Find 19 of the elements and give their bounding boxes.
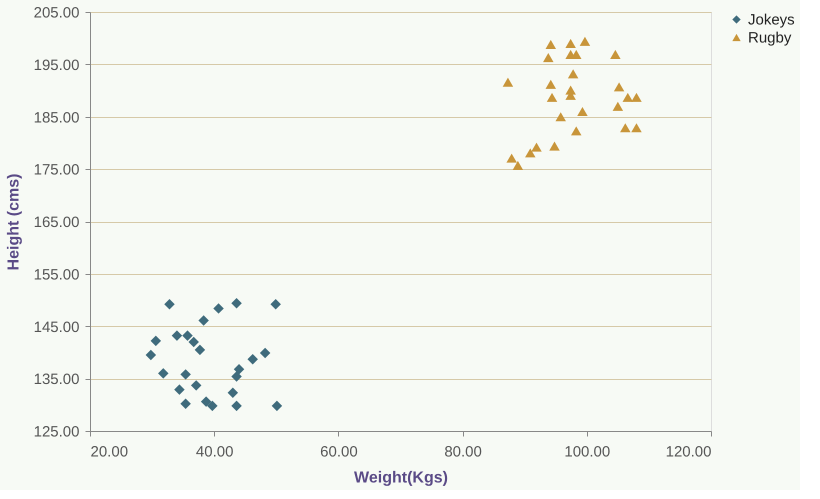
x-tick-label: 80.00 xyxy=(444,444,482,460)
y-axis-title: Height (cms) xyxy=(6,174,23,270)
y-tick-label: 205.00 xyxy=(34,4,80,22)
x-tick-label: 100.00 xyxy=(564,444,610,460)
legend-label: Rugby xyxy=(748,30,792,46)
x-tick-label: 60.00 xyxy=(320,444,358,460)
y-tick-label: 145.00 xyxy=(34,318,80,336)
legend-label: Jokeys xyxy=(748,12,795,28)
y-tick-label: 195.00 xyxy=(34,56,80,74)
y-tick-label: 175.00 xyxy=(34,162,80,179)
y-tick-label: 155.00 xyxy=(34,266,80,284)
x-tick-label: 40.00 xyxy=(196,444,234,460)
y-tick-label: 135.00 xyxy=(34,371,80,388)
y-tick-label: 165.00 xyxy=(34,214,80,231)
x-axis-title: Weight(Kgs) xyxy=(354,470,448,486)
y-tick-label: 125.00 xyxy=(34,424,80,440)
y-tick-label: 185.00 xyxy=(34,109,80,126)
x-tick-label: 120.00 xyxy=(666,444,712,460)
x-tick-label: 20.00 xyxy=(90,444,128,460)
